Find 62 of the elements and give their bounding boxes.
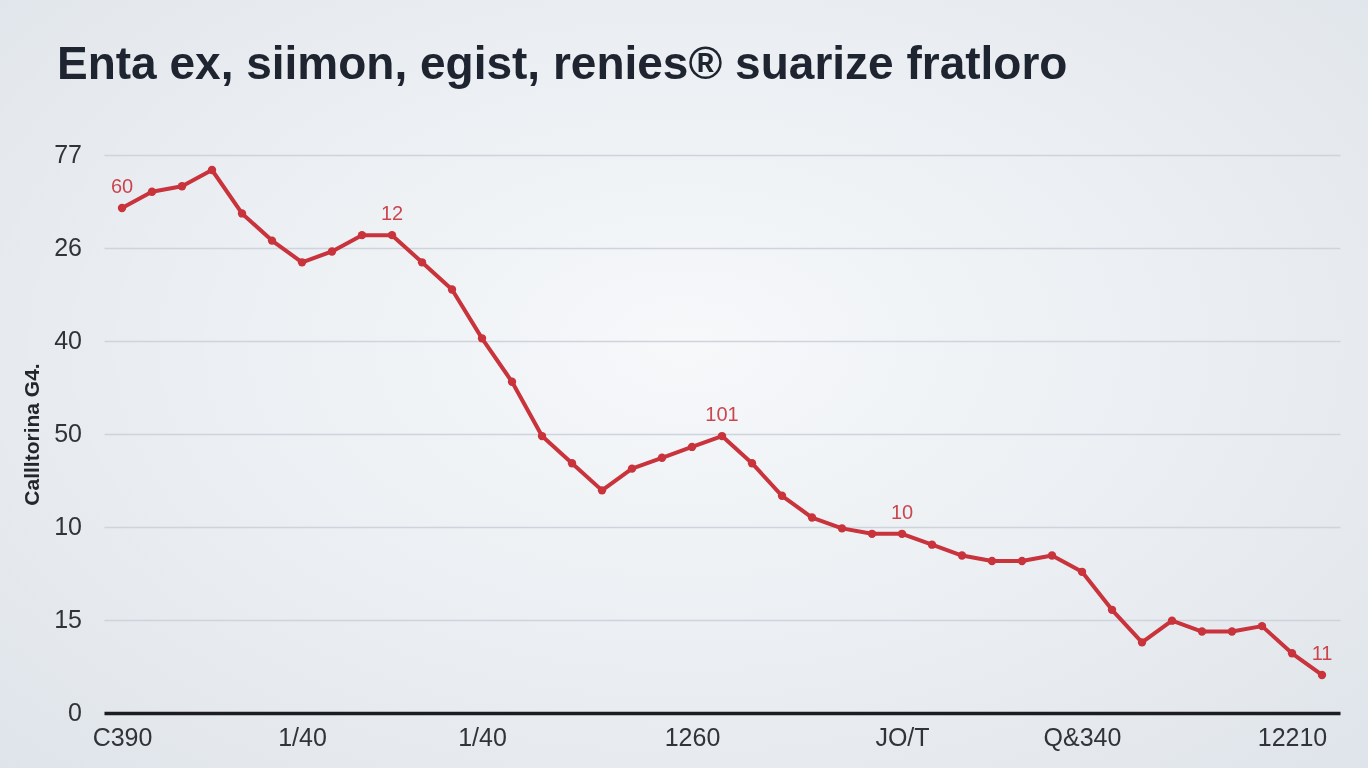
- point: [417, 258, 427, 267]
- point: [717, 431, 727, 441]
- point: [837, 524, 847, 533]
- point: [357, 230, 367, 240]
- point: [1317, 670, 1327, 680]
- x-tick-label: 1/40: [278, 722, 327, 751]
- point: [297, 258, 307, 267]
- annotation: 10: [890, 500, 914, 523]
- chart-title: Enta ex, siimon, egist, renies® suarize fratloro: [57, 37, 1068, 89]
- point: [477, 334, 487, 343]
- text: 15: [54, 605, 82, 633]
- annotation: 11: [1311, 641, 1333, 664]
- point: [687, 442, 697, 452]
- annotation: 12: [380, 202, 404, 225]
- point: [1227, 627, 1237, 636]
- point: [987, 556, 997, 566]
- point: [747, 459, 757, 468]
- text: 40: [54, 326, 82, 354]
- text: 10: [54, 512, 82, 540]
- y-axis-title: Callltorina G4.: [19, 363, 43, 506]
- text: 77: [54, 140, 82, 168]
- point: [327, 247, 337, 256]
- x-tick-label: Q&340: [1043, 722, 1122, 751]
- point: [267, 236, 277, 245]
- text: 0: [68, 698, 82, 726]
- point: [387, 230, 397, 240]
- point: [927, 540, 937, 549]
- x-tick-label: 1260: [664, 722, 721, 751]
- point: [1077, 567, 1087, 576]
- point: [777, 491, 787, 500]
- text: 50: [54, 419, 82, 447]
- x-tick-label: 1/40: [458, 722, 507, 751]
- point: [447, 285, 457, 294]
- point: [597, 486, 607, 495]
- x-tick-label: C390: [92, 722, 153, 751]
- point: [1287, 649, 1297, 658]
- point: [897, 529, 907, 538]
- point: [1017, 556, 1027, 566]
- point: [1197, 627, 1207, 636]
- point: [957, 551, 967, 560]
- point: [147, 187, 157, 196]
- annotation: 60: [110, 175, 134, 198]
- point: [207, 165, 217, 175]
- point: [657, 453, 667, 462]
- point: [1167, 616, 1177, 625]
- point: [567, 459, 577, 468]
- point: [537, 431, 547, 441]
- annotation: 101: [705, 403, 739, 426]
- x-tick-label: JO/T: [875, 722, 930, 751]
- text: 26: [54, 233, 82, 261]
- x-tick-label: 12210: [1257, 722, 1328, 751]
- point: [117, 203, 127, 213]
- point: [1137, 638, 1147, 647]
- point: [627, 464, 637, 473]
- point: [1107, 605, 1117, 614]
- point: [237, 209, 247, 218]
- point: [177, 182, 187, 191]
- point: [507, 377, 517, 386]
- point: [1047, 551, 1057, 560]
- point: [1257, 621, 1267, 631]
- point: [867, 529, 877, 538]
- point: [807, 513, 817, 522]
